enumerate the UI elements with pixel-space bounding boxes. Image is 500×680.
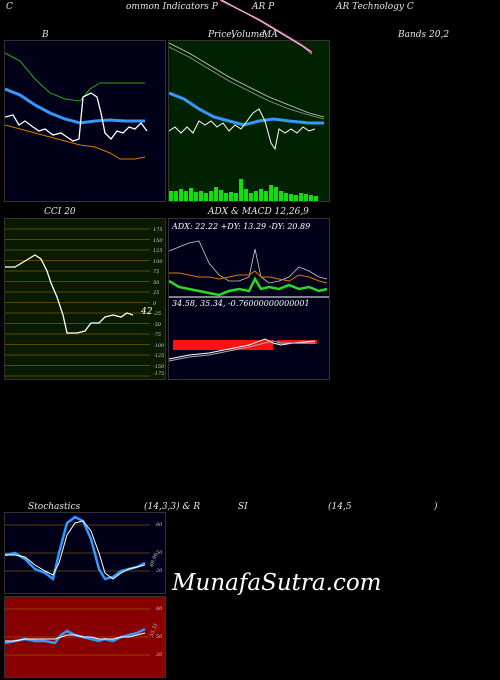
header-indicators: ommon Indicators P <box>126 2 218 12</box>
volume-label: Volume, <box>231 30 268 40</box>
stoch-rsi-params: (14,5 <box>328 502 352 512</box>
adx-line <box>169 240 328 284</box>
stoch-si: SI <box>238 502 248 512</box>
bollinger-bands-chart <box>5 41 165 201</box>
cci-line <box>5 254 134 334</box>
upper-band-line <box>5 52 145 102</box>
stoch-close-paren: ) <box>434 502 438 512</box>
rsi-axis-80: 80 <box>156 606 163 612</box>
macd-readout: 34.58, 35.34, -0.76000000000001 <box>172 299 310 308</box>
price-label: Price, <box>208 30 235 40</box>
cci-axis-minus-25: -25 <box>153 311 162 317</box>
bollinger-bands-panel <box>4 40 166 202</box>
stoch-axis-20: 20 <box>156 568 163 574</box>
rsi-axis-50: 50 <box>156 634 163 640</box>
ma-line-2 <box>169 46 325 120</box>
stoch-d-line <box>5 520 146 580</box>
cci-axis-50: 50 <box>153 279 160 286</box>
header-ar-p: AR P <box>252 2 274 12</box>
header-text-4: AR Technology C <box>336 2 414 12</box>
adx-macd-chart <box>169 219 329 379</box>
cci-axis-150: 150 <box>153 237 163 244</box>
ma-label: MA <box>262 30 278 40</box>
cci-grid <box>5 228 150 377</box>
adx-readout: ADX: 22.22 +DY: 13.29 -DY: 20.89 <box>172 222 311 231</box>
header-company: AR Technology C <box>336 2 414 12</box>
header-common: C <box>6 2 13 12</box>
header-text-1: C <box>6 2 13 12</box>
header-text-2: ommon Indicators P <box>126 2 218 12</box>
middle-band-line <box>5 87 145 125</box>
rsi-chart <box>5 597 165 677</box>
volume-bars <box>169 179 318 201</box>
adx-macd-panel: ADX: 22.22 +DY: 13.29 -DY: 20.89 34.58, … <box>168 218 330 380</box>
stochastics-chart <box>5 513 165 593</box>
macd-signal-line <box>169 340 315 362</box>
stoch-axis-50: 50 <box>156 550 163 556</box>
cci-axis-minus-100: -100 <box>153 342 165 349</box>
cci-axis-25: 25 <box>153 290 160 296</box>
stoch-title: Stochastics <box>28 502 81 512</box>
plus-dy-line <box>169 276 328 297</box>
cci-chart <box>5 219 165 379</box>
price-line <box>5 92 148 142</box>
cci-axis-75: 75 <box>153 269 160 275</box>
price-overflow-line <box>220 0 313 55</box>
cci-axis-minus-125: -125 <box>153 353 165 359</box>
stoch-axis-80: 80 <box>156 522 163 528</box>
bands-title-right: Bands 20,2 <box>398 30 450 40</box>
rsi-panel: 80 50 20 55.31 <box>4 596 166 678</box>
cci-axis-minus-75: -75 <box>153 332 162 338</box>
cci-panel: 175 150 125 100 75 50 25 0 -25 -50 -75 -… <box>4 218 166 380</box>
cci-axis-minus-150: -150 <box>153 363 165 370</box>
cci-axis-minus-175: -175 <box>153 371 165 377</box>
adx-macd-title: ADX & MACD 12,26,9 <box>208 207 309 217</box>
price-ma-chart <box>169 41 329 201</box>
watermark-text: MunafaSutra.com <box>172 570 382 596</box>
stochastics-panel: 80 50 20 69.96 <box>4 512 166 594</box>
cci-axis-175: 175 <box>153 227 163 233</box>
rsi-axis-20: 20 <box>156 652 163 658</box>
lower-band-line <box>5 124 146 160</box>
price-line <box>169 108 316 151</box>
macd-histogram <box>173 340 317 350</box>
bands-title-left: B <box>42 30 49 40</box>
minus-dy-line <box>169 270 328 284</box>
cci-axis-minus-50: -50 <box>153 321 162 328</box>
cci-axis-0: 0 <box>153 300 157 307</box>
cci-value-label: 42 <box>141 307 153 317</box>
cci-title: CCI 20 <box>44 207 76 217</box>
header-text-3: AR P <box>252 2 275 12</box>
cci-axis-100: 100 <box>153 258 163 265</box>
ma-line-1 <box>169 42 325 118</box>
price-ma-panel <box>168 40 330 202</box>
cci-axis-125: 125 <box>153 248 163 254</box>
macd-line <box>169 338 316 360</box>
stoch-k-line <box>5 515 146 582</box>
rsi-avg-line <box>5 632 146 642</box>
stoch-params: (14,3,3) & R <box>144 502 201 512</box>
